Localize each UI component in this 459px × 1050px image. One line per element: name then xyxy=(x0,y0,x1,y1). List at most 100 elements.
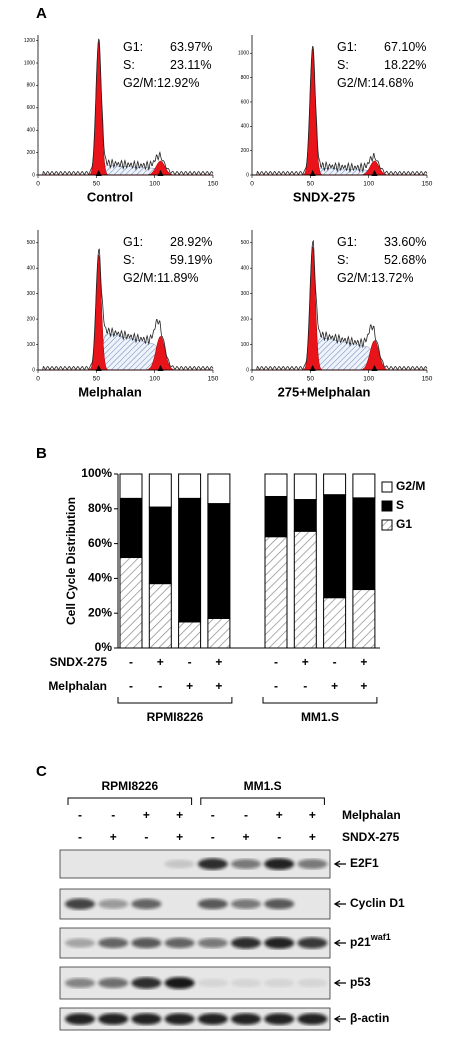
stat-label: G1: xyxy=(337,40,357,54)
arrow xyxy=(333,860,346,868)
treatment-mark: + xyxy=(242,830,249,844)
stat-line: G1: 28.92% xyxy=(123,235,212,249)
treatment-mark: + xyxy=(360,655,367,669)
group-label: RPMI8226 xyxy=(101,779,158,793)
group-bracket xyxy=(117,697,233,704)
treatment-mark: + xyxy=(276,808,283,822)
blot-band xyxy=(164,1013,195,1025)
bar-segment xyxy=(323,473,347,496)
x-tick-label: 50 xyxy=(93,376,101,383)
treatment-mark: + xyxy=(331,679,338,693)
treatment-mark: - xyxy=(78,808,82,822)
treatment-label: Melphalan xyxy=(342,808,401,822)
blot-band xyxy=(264,937,295,949)
y-tick-label: 1200 xyxy=(24,38,35,44)
blot-band xyxy=(98,1013,129,1025)
bar-segment xyxy=(119,557,143,649)
y-tick-label: 500 xyxy=(241,240,250,246)
x-tick-label: 50 xyxy=(307,376,315,383)
y-tick-label: 200 xyxy=(241,148,250,154)
histogram-title: 275+Melphalan xyxy=(278,384,371,399)
stat-value: 63.97% xyxy=(170,40,212,54)
blot-band xyxy=(131,937,162,949)
y-tick-label: 80% xyxy=(88,501,112,515)
stat-label: G1: xyxy=(337,235,357,249)
histogram-outline xyxy=(38,38,214,176)
y-axis-label: Cell Cycle Distribution xyxy=(64,497,78,625)
y-tick-label: 800 xyxy=(27,83,36,89)
x-tick-label: 100 xyxy=(149,376,160,383)
treatment-label: SNDX-275 xyxy=(342,830,400,844)
blot-name: β-actin xyxy=(350,1011,389,1025)
treatment-mark: - xyxy=(129,655,133,669)
bar-segment xyxy=(119,473,143,499)
blot-band xyxy=(231,859,261,869)
stat-label: G1: xyxy=(123,40,143,54)
stat-label: G2/M: xyxy=(123,76,157,90)
y-tick-label: 300 xyxy=(27,291,36,297)
x-tick-label: 0 xyxy=(250,376,254,383)
stat-line: S: 52.68% xyxy=(337,253,426,267)
peak-marker xyxy=(157,365,164,371)
panel-label: B xyxy=(36,445,47,462)
group-bracket xyxy=(262,697,378,704)
treatment-mark: - xyxy=(158,679,162,693)
peak-marker xyxy=(371,365,378,371)
treatment-label: Melphalan xyxy=(48,679,107,693)
treatment-mark: + xyxy=(110,830,117,844)
blot-name: E2F1 xyxy=(350,856,379,870)
stat-value: 11.89% xyxy=(157,271,198,285)
stat-label: G1: xyxy=(123,235,143,249)
treatment-mark: + xyxy=(215,679,222,693)
treatment-mark: - xyxy=(274,679,278,693)
bar-segment xyxy=(148,583,172,649)
x-tick-label: 150 xyxy=(422,376,433,383)
blot-band xyxy=(231,978,261,988)
treatment-mark: + xyxy=(309,808,316,822)
treatment-label: SNDX-275 xyxy=(50,655,108,669)
treatment-mark: - xyxy=(244,808,248,822)
treatment-mark: - xyxy=(333,655,337,669)
blot-band xyxy=(98,977,129,989)
blot-band xyxy=(65,1013,95,1025)
group-label: MM1.S xyxy=(301,710,339,724)
blot-band xyxy=(197,898,228,910)
stat-label: G2/M: xyxy=(337,76,371,90)
histogram-outline xyxy=(252,45,428,176)
legend-label: G2/M xyxy=(396,479,425,493)
y-tick-label: 100% xyxy=(81,466,112,480)
histogram-outline xyxy=(38,248,214,371)
blot-band xyxy=(297,859,328,869)
stat-line: S: 18.22% xyxy=(337,58,426,72)
arrow xyxy=(333,1015,346,1023)
y-tick-label: 0% xyxy=(95,640,113,654)
bar-segment xyxy=(352,589,376,649)
blot-name: Cyclin D1 xyxy=(350,896,405,910)
y-tick-label: 200 xyxy=(27,150,36,156)
blot-band xyxy=(264,978,295,988)
stat-value: 59.19% xyxy=(170,253,212,267)
treatment-mark: - xyxy=(274,655,278,669)
stat-line: G1: 63.97% xyxy=(123,40,212,54)
arrow xyxy=(333,900,346,908)
stat-value: 67.10% xyxy=(384,40,426,54)
blot-band xyxy=(264,898,295,910)
x-tick-label: 50 xyxy=(307,181,315,188)
peak-marker xyxy=(95,365,102,371)
peak-marker xyxy=(309,170,316,176)
blot-name: p53 xyxy=(350,975,371,989)
legend-swatch xyxy=(381,500,393,512)
blot-band xyxy=(98,937,129,949)
y-tick-label: 40% xyxy=(88,571,112,585)
group-label: MM1.S xyxy=(244,779,282,793)
treatment-mark: + xyxy=(309,830,316,844)
panel-label: C xyxy=(36,763,47,780)
bar-segment xyxy=(293,473,317,501)
blot-band xyxy=(164,859,195,869)
treatment-mark: - xyxy=(129,679,133,693)
treatment-mark: + xyxy=(157,655,164,669)
stat-line: G2/M:14.68% xyxy=(337,76,413,90)
blot-band xyxy=(231,1013,261,1025)
y-tick-label: 400 xyxy=(241,266,250,272)
blot-band xyxy=(197,978,228,988)
